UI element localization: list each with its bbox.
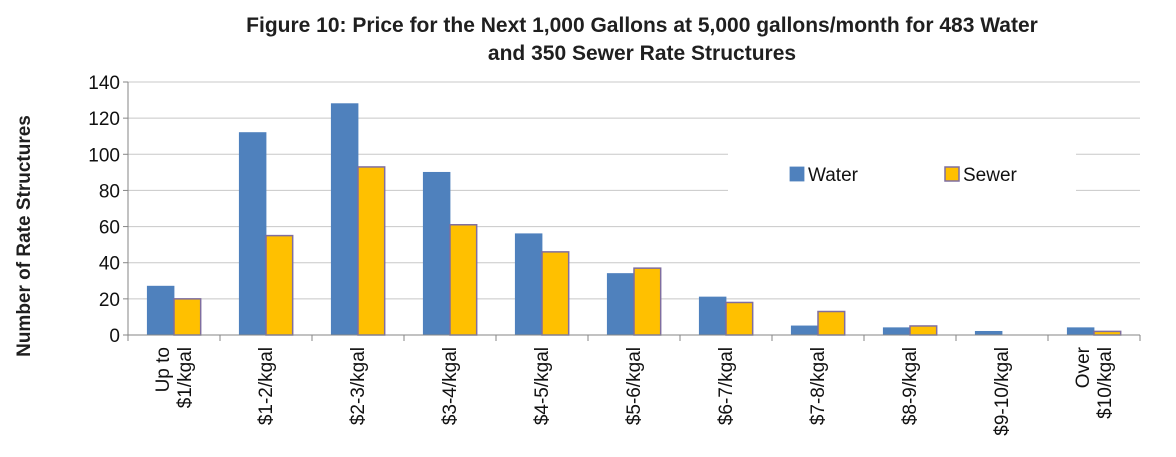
y-tick-label: 40	[99, 254, 120, 275]
bar-sewer	[725, 301, 754, 336]
bar-water	[974, 330, 1003, 336]
bar-water	[238, 132, 267, 336]
x-tick-label-line: $6-7/kgal	[716, 347, 737, 425]
bar-water	[146, 285, 175, 336]
bar-sewer	[357, 166, 386, 336]
bar-water	[330, 103, 359, 336]
axes	[123, 81, 1141, 341]
y-tick-label: 80	[99, 181, 120, 202]
bar-water	[1066, 327, 1095, 336]
bar-sewer	[449, 224, 478, 336]
gridlines	[128, 81, 1140, 300]
x-tick-label: $2-3/kgal	[348, 347, 369, 425]
x-tick-label-line: Up to	[153, 347, 174, 392]
y-axis-label: Number of Rate Structures	[14, 115, 35, 357]
x-tick-labels: Up to $1/kgal $1-2/kgal $2-3/kgal $3-4/kgal $…	[153, 346, 1116, 435]
x-tick-label-line: $3-4/kgal	[440, 347, 461, 425]
y-tick-label: 120	[88, 109, 120, 130]
legend-label-sewer: Sewer	[963, 165, 1018, 186]
legend: Water Sewer	[789, 165, 1018, 186]
x-tick-label: $4-5/kgal	[532, 347, 553, 425]
y-tick-labels: 0 20 40 60 80 100 120 140	[88, 73, 120, 347]
x-tick-label: Up to $1/kgal	[153, 347, 196, 408]
x-tick-label: $8-9/kgal	[900, 347, 921, 425]
bar-sewer	[909, 325, 938, 336]
bar-water	[698, 296, 727, 336]
x-tick-label: $6-7/kgal	[716, 347, 737, 425]
chart-title-line-2: and 350 Sewer Rate Structures	[488, 42, 796, 65]
x-tick-label-line: $1-2/kgal	[256, 347, 277, 425]
y-tick-label: 0	[109, 326, 120, 347]
legend-swatch-sewer	[944, 166, 960, 182]
chart-title: Figure 10: Price for the Next 1,000 Gall…	[246, 14, 1038, 65]
x-tick-label: $5-6/kgal	[624, 347, 645, 425]
legend-label-water: Water	[808, 165, 859, 186]
bar-sewer	[1093, 330, 1122, 336]
x-tick-label-line: $9-10/kgal	[992, 347, 1013, 436]
y-tick-label: 20	[99, 290, 120, 311]
bars	[146, 103, 1122, 336]
x-tick-label-line: $2-3/kgal	[348, 347, 369, 425]
legend-mask	[728, 145, 1076, 205]
x-tick-label-line: $8-9/kgal	[900, 347, 921, 425]
x-tick-label-line: $10/kgal	[1095, 347, 1116, 419]
bar-sewer	[541, 251, 570, 336]
x-tick-label: $3-4/kgal	[440, 347, 461, 425]
x-tick-label-line: $7-8/kgal	[808, 347, 829, 425]
bar-sewer	[265, 234, 294, 336]
y-tick-label: 140	[88, 73, 120, 94]
bar-water	[514, 233, 543, 336]
x-tick-label-line: $5-6/kgal	[624, 347, 645, 425]
legend-swatch-water	[789, 166, 805, 182]
bar-water	[882, 327, 911, 336]
bar-sewer	[817, 310, 846, 336]
chart-title-line-1: Figure 10: Price for the Next 1,000 Gall…	[246, 14, 1038, 37]
x-tick-label: $9-10/kgal	[992, 347, 1013, 436]
bar-water	[422, 171, 451, 336]
x-tick-label-line: $4-5/kgal	[532, 347, 553, 425]
bar-water	[790, 325, 819, 336]
y-tick-label: 100	[88, 145, 120, 166]
x-tick-label: Over $10/kgal	[1073, 346, 1116, 419]
x-tick-label: $7-8/kgal	[808, 347, 829, 425]
bar-water	[606, 273, 635, 336]
x-tick-label: $1-2/kgal	[256, 347, 277, 425]
bar-sewer	[633, 267, 662, 336]
x-tick-label-line: Over	[1073, 346, 1094, 388]
y-tick-label: 60	[99, 218, 120, 239]
bar-sewer	[173, 298, 202, 336]
x-tick-label-line: $1/kgal	[175, 347, 196, 408]
